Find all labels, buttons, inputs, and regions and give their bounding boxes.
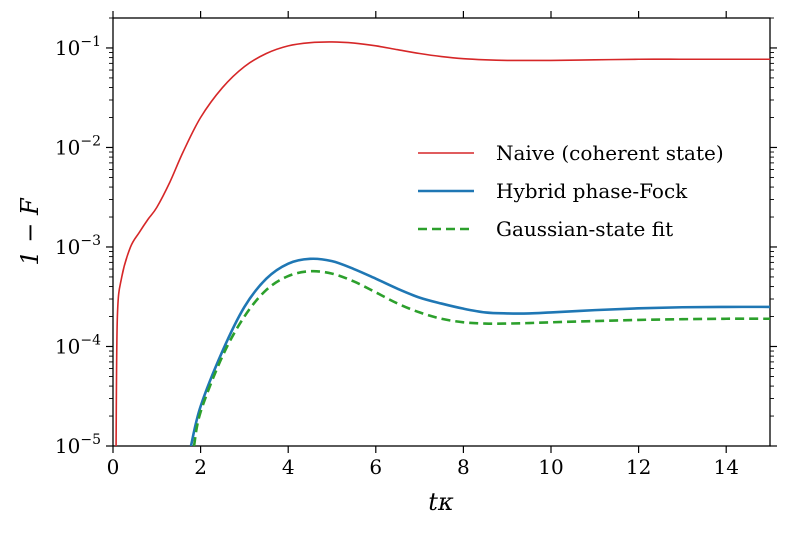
y-tick-label: 10−1 — [55, 34, 101, 60]
x-tick-label: 2 — [194, 455, 207, 479]
x-tick-label: 4 — [282, 455, 295, 479]
x-axis-label: tκ — [428, 488, 454, 516]
y-axis-label: 1 − F — [16, 197, 44, 266]
series-line-hybrid-phase-fock — [189, 257, 770, 446]
x-tick-label: 8 — [457, 455, 470, 479]
x-tick-label: 14 — [713, 455, 738, 479]
x-tick-label: 6 — [369, 455, 382, 479]
legend-label: Gaussian-state fit — [496, 217, 673, 241]
series-line-gaussian-state-fit — [192, 269, 770, 446]
x-tick-label: 0 — [107, 455, 120, 479]
series-layer — [115, 41, 770, 446]
y-tick-label: 10−4 — [55, 332, 101, 358]
x-tick-label: 12 — [626, 455, 651, 479]
series-line-naive-coherent-state — [115, 41, 770, 446]
plot-frame — [112, 17, 771, 447]
legend-label: Naive (coherent state) — [496, 141, 724, 165]
x-axis: 0 2 4 6 8 10 12 14 — [107, 11, 739, 479]
legend: Naive (coherent state) Hybrid phase-Fock G… — [418, 141, 724, 241]
x-tick-label: 10 — [538, 455, 563, 479]
legend-label: Hybrid phase-Fock — [496, 179, 688, 203]
y-tick-label: 10−5 — [55, 432, 101, 458]
y-tick-label: 10−2 — [55, 133, 101, 159]
y-tick-label: 10−3 — [55, 233, 101, 259]
